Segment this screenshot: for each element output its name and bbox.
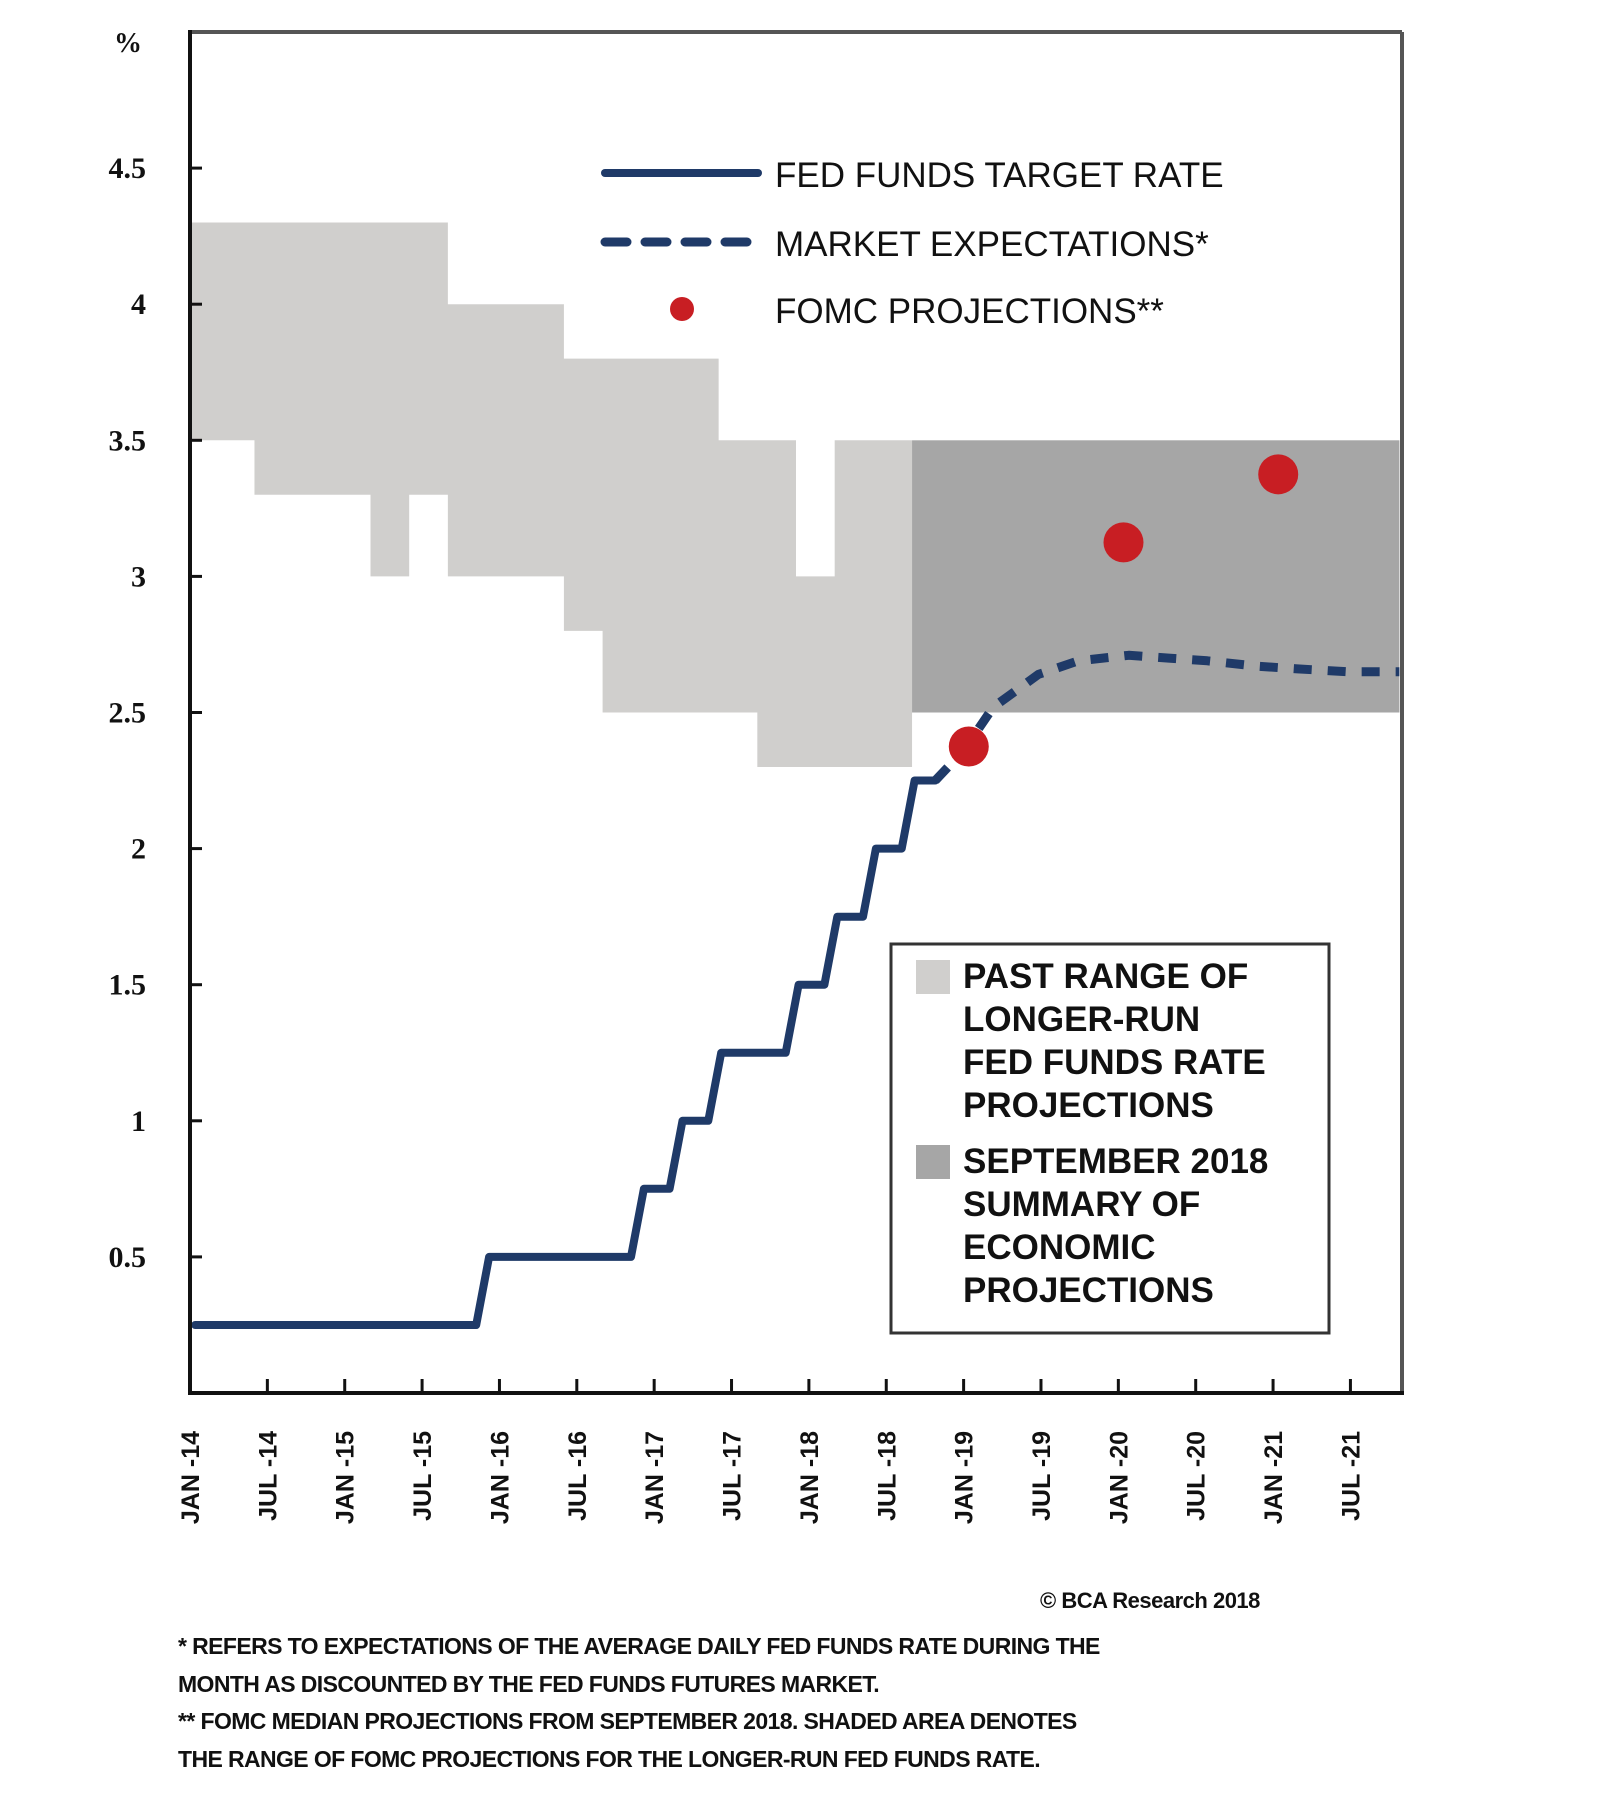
x-tick-label: JUL -21 <box>1337 1431 1365 1521</box>
legend-box-label: SEPTEMBER 2018 <box>963 1142 1268 1181</box>
fomc-projection-dot <box>1258 454 1299 495</box>
x-tick-label: JAN -21 <box>1260 1431 1288 1524</box>
x-tick-label: JAN -20 <box>1105 1431 1133 1524</box>
past-range-band <box>190 222 913 767</box>
axes: 0.5 1 1.5 2 2.5 3 3.5 4 4.5% JAN -14 JUL -14 JAN -1… <box>109 28 1404 1524</box>
footnotes: * REFERS TO EXPECTATIONS OF THE AVERAGE … <box>178 1628 1478 1778</box>
y-tick-label: 1 <box>131 1105 146 1138</box>
legend-label: FED FUNDS TARGET RATE <box>775 156 1224 195</box>
footnote-line: THE RANGE OF FOMC PROJECTIONS FOR THE LO… <box>178 1745 1041 1772</box>
legend-box-label: FED FUNDS RATE <box>963 1043 1266 1082</box>
fed-funds-target-line <box>191 776 940 1329</box>
shaded-bands <box>190 222 1400 767</box>
x-tick-label: JUL -17 <box>719 1431 747 1521</box>
fomc-projection-dot <box>1103 522 1144 563</box>
x-tick-label: JAN -18 <box>796 1431 824 1524</box>
x-tick-label: JAN -15 <box>332 1431 360 1524</box>
x-tick-label: JUL -14 <box>254 1431 282 1521</box>
y-tick-label: 4.5 <box>109 152 147 185</box>
market-expectations-line <box>932 650 1400 784</box>
legend-box-label: SUMMARY OF <box>963 1185 1200 1224</box>
x-tick-label: JUL -20 <box>1183 1431 1211 1521</box>
y-tick-label: 3 <box>131 560 146 593</box>
y-tick-label: 0.5 <box>109 1241 147 1274</box>
legend-box-label: PROJECTIONS <box>963 1271 1214 1310</box>
fomc-projection-dot <box>948 726 989 767</box>
y-unit-label: % <box>114 28 142 59</box>
legend-box: PAST RANGE OF LONGER-RUN FED FUNDS RATE PRO… <box>889 942 1331 1335</box>
legend-box-label: PROJECTIONS <box>963 1086 1214 1125</box>
y-tick-label: 4 <box>131 288 146 321</box>
legend-label: MARKET EXPECTATIONS* <box>775 225 1209 264</box>
x-tick-label: JAN -14 <box>177 1431 205 1524</box>
y-tick-label: 2.5 <box>109 697 147 730</box>
x-tick-label: JAN -19 <box>951 1431 979 1524</box>
legend-dot-icon <box>670 297 694 321</box>
sep-2018-swatch <box>916 1145 950 1179</box>
legend-box-label: ECONOMIC <box>963 1228 1156 1267</box>
y-tick-label: 1.5 <box>109 969 147 1002</box>
legend-box-label: PAST RANGE OF <box>963 957 1248 996</box>
fed-funds-chart: 0.5 1 1.5 2 2.5 3 3.5 4 4.5% JAN -14 JUL -14 JAN -1… <box>109 28 1404 1524</box>
legend-top: FED FUNDS TARGET RATE MARKET EXPECTATIONS… <box>600 156 1224 331</box>
footnote-line: MONTH AS DISCOUNTED BY THE FED FUNDS FUT… <box>178 1670 880 1697</box>
legend-box-frame <box>889 942 1331 1335</box>
y-tick-label: 3.5 <box>109 424 147 457</box>
x-tick-label: JUL -18 <box>873 1431 901 1521</box>
series-layer <box>191 454 1400 1329</box>
x-tick-label: JUL -15 <box>409 1431 437 1521</box>
footnote-line: * REFERS TO EXPECTATIONS OF THE AVERAGE … <box>178 1633 1100 1659</box>
x-tick-label: JUL -19 <box>1028 1431 1056 1521</box>
legend-label: FOMC PROJECTIONS** <box>775 292 1164 331</box>
x-tick-label: JAN -17 <box>641 1431 669 1524</box>
sep-2018-band <box>912 440 1400 713</box>
y-tick-label: 2 <box>131 833 146 866</box>
past-range-swatch <box>916 960 950 994</box>
legend-box-label: LONGER-RUN <box>963 1000 1200 1039</box>
copyright-text: © BCA Research 2018 <box>1040 1588 1260 1613</box>
x-tick-label: JUL -16 <box>564 1431 592 1521</box>
x-tick-label: JAN -16 <box>486 1431 514 1524</box>
footnote-line: ** FOMC MEDIAN PROJECTIONS FROM SEPTEMBE… <box>178 1708 1077 1734</box>
